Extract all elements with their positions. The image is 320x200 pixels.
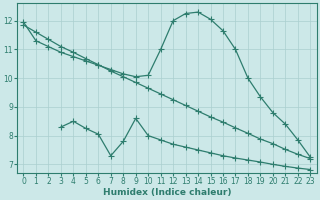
- X-axis label: Humidex (Indice chaleur): Humidex (Indice chaleur): [103, 188, 231, 197]
